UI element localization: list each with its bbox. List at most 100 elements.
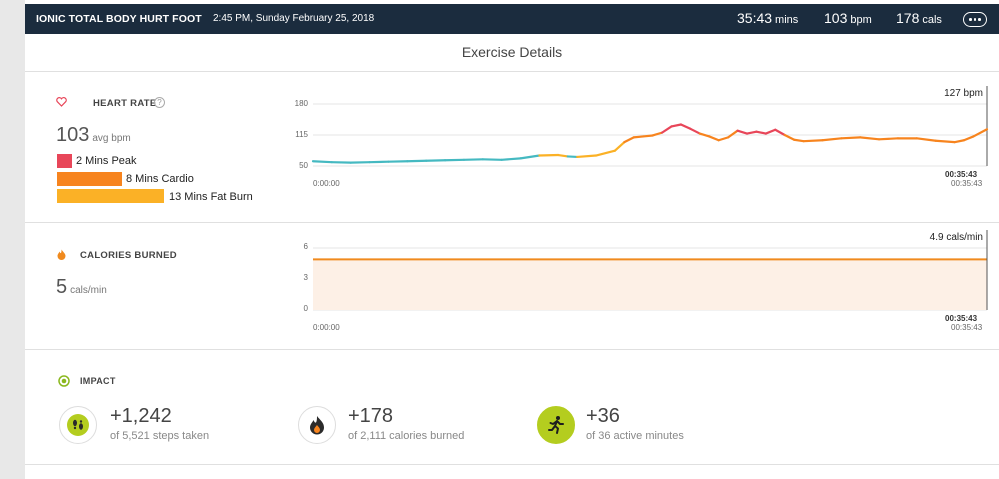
- hr-line-segment: [859, 136, 881, 141]
- flame-icon: [298, 406, 336, 444]
- hr-line-segment: [660, 125, 673, 134]
- duration-stat: 35:43 mins: [737, 10, 798, 26]
- hr-line-segment: [642, 134, 654, 138]
- hr-y-tick: 115: [295, 130, 308, 139]
- calories-per-minute: 5 cals/min: [56, 276, 107, 299]
- divider: [25, 222, 999, 223]
- hr-line-segment: [755, 130, 767, 135]
- cal-y-tick: 3: [303, 273, 308, 282]
- hr-line-segment: [651, 131, 664, 137]
- heart-rate-chart: [311, 86, 989, 167]
- hr-line-segment: [802, 139, 824, 143]
- avg-heart-rate-value: 103: [56, 124, 90, 146]
- hr-line-segment: [717, 136, 730, 142]
- cardio-zone-label: 8 Mins Cardio: [126, 173, 194, 185]
- hr-line-segment: [576, 154, 598, 159]
- duration-unit: mins: [775, 14, 799, 26]
- peak-zone-bar: [57, 154, 72, 168]
- hr-line-segment: [613, 141, 626, 152]
- hr-line-segment: [745, 130, 758, 135]
- hr-line-segment: [708, 135, 720, 142]
- hr-line-segment: [783, 133, 796, 141]
- heart-icon: [56, 97, 67, 107]
- hr-line-segment: [727, 129, 739, 139]
- cardio-zone-bar: [57, 172, 122, 186]
- active-minutes-impact-sub: of 36 active minutes: [586, 430, 684, 442]
- hr-line-segment: [915, 137, 937, 142]
- exercise-details-panel: IONIC TOTAL BODY HURT FOOT 2:45 PM, Sund…: [25, 0, 999, 479]
- calories-unit: cals: [922, 14, 942, 26]
- calories-impact-sub: of 2,111 calories burned: [348, 430, 465, 442]
- fat-burn-zone-bar: [57, 189, 164, 203]
- calories-chart: [313, 230, 988, 311]
- flame-icon: [57, 249, 66, 260]
- avg-heart-rate: 103 avg bpm: [56, 124, 131, 147]
- hr-line-segment: [953, 139, 966, 144]
- hr-line-segment: [774, 128, 786, 137]
- hr-time-end: 00:35:43: [945, 170, 978, 179]
- fat-burn-zone-label: 13 Mins Fat Burn: [169, 191, 253, 203]
- cal-time-end-sub: 00:35:43: [951, 323, 983, 332]
- hr-line-segment: [623, 136, 635, 144]
- hr-line-segment: [764, 128, 777, 135]
- divider: [25, 349, 999, 350]
- divider: [25, 464, 999, 465]
- hr-line-segment: [821, 137, 843, 142]
- peak-zone-label: 2 Mins Peak: [76, 155, 137, 167]
- hr-line-segment: [519, 154, 541, 160]
- calories-per-minute-unit: cals/min: [70, 285, 107, 296]
- avg-heart-rate-unit: avg bpm: [92, 133, 131, 144]
- hr-current-value: 127 bpm: [944, 88, 983, 99]
- cal-area: [313, 259, 987, 310]
- hr-line-segment: [934, 139, 956, 144]
- bpm-value: 103: [824, 10, 848, 26]
- hr-line-segment: [594, 149, 617, 157]
- impact-label: IMPACT: [80, 376, 116, 386]
- calories-value: 178: [896, 10, 920, 26]
- hr-line-segment: [500, 157, 522, 161]
- cal-time-end: 00:35:43: [945, 314, 978, 323]
- hr-line-segment: [736, 129, 749, 135]
- calories-burned-label: CALORIES BURNED: [80, 250, 177, 261]
- bpm-unit: bpm: [850, 14, 872, 26]
- cal-y-tick: 0: [303, 304, 308, 313]
- hr-line-segment: [962, 135, 975, 142]
- footsteps-icon: [59, 406, 97, 444]
- hr-line-segment: [972, 128, 989, 138]
- divider: [25, 71, 999, 72]
- hr-line-segment: [679, 123, 692, 130]
- cal-time-start: 0:00:00: [313, 323, 340, 332]
- hr-line-segment: [557, 153, 569, 158]
- exercise-title: IONIC TOTAL BODY HURT FOOT: [36, 13, 202, 25]
- hr-time-start: 0:00:00: [313, 179, 340, 188]
- steps-impact-sub: of 5,521 steps taken: [110, 430, 210, 442]
- target-icon: [58, 375, 70, 387]
- calories-stat: 178 cals: [896, 10, 942, 26]
- more-options-icon[interactable]: [963, 12, 987, 27]
- hr-line-segment: [670, 123, 683, 128]
- hr-line-segment: [698, 132, 711, 138]
- page-title: Exercise Details: [461, 44, 563, 60]
- hr-line-segment: [632, 135, 645, 139]
- hr-y-tick: 180: [294, 99, 308, 108]
- hr-line-segment: [689, 127, 701, 135]
- hr-line-segment: [793, 138, 805, 143]
- hr-y-tick: 50: [299, 161, 308, 170]
- hr-time-end-sub: 00:35:43: [951, 179, 983, 188]
- duration-value: 35:43: [737, 10, 773, 26]
- calories-impact-value: +178: [348, 405, 394, 427]
- exercise-datetime: 2:45 PM, Sunday February 25, 2018: [213, 13, 375, 24]
- hr-line-segment: [877, 137, 900, 141]
- calories-per-minute-value: 5: [56, 276, 68, 298]
- hr-line-segment: [311, 160, 333, 164]
- exercise-header-bar: IONIC TOTAL BODY HURT FOOT 2:45 PM, Sund…: [25, 4, 999, 34]
- cal-current-value: 4.9 cals/min: [929, 232, 983, 243]
- active-minutes-impact-value: +36: [586, 405, 620, 427]
- heart-rate-label: HEART RATE: [93, 98, 157, 109]
- steps-impact-value: +1,242: [110, 405, 172, 427]
- running-icon: [537, 406, 575, 444]
- cal-y-tick: 6: [303, 242, 308, 251]
- bpm-stat: 103 bpm: [824, 10, 872, 26]
- hr-line-segment: [840, 136, 862, 140]
- info-icon[interactable]: ?: [154, 97, 165, 108]
